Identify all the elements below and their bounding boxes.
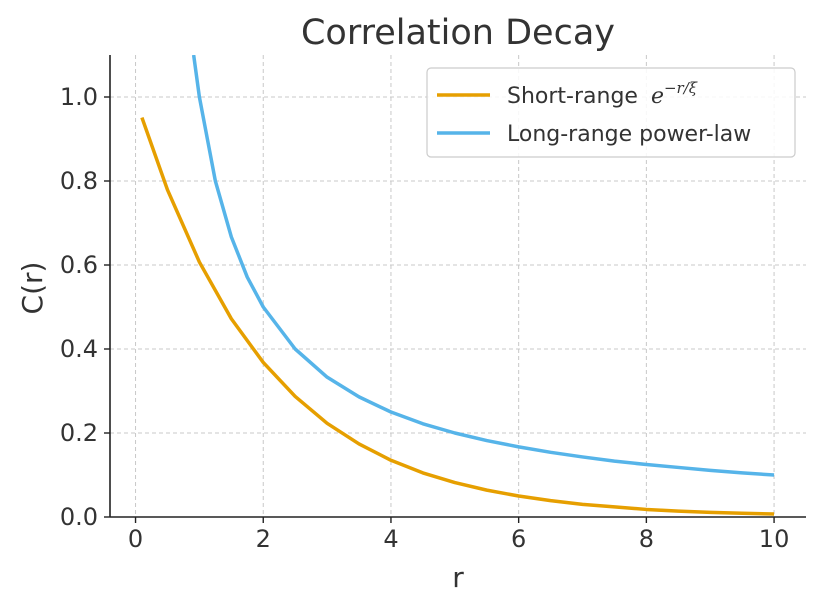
series-layer xyxy=(140,55,775,516)
x-axis-label: r xyxy=(452,561,464,594)
x-ticks: 0 2 4 6 8 10 xyxy=(128,517,789,553)
legend-label-long-range: Long-range power-law xyxy=(507,122,751,147)
series-line-1 xyxy=(191,55,775,477)
x-tick-label-0: 0 xyxy=(128,525,143,553)
x-tick-label-2: 4 xyxy=(383,525,398,553)
legend-box xyxy=(426,67,796,158)
x-tick-label-3: 6 xyxy=(511,525,526,553)
axes xyxy=(109,55,806,518)
y-tick-label-5: 1.0 xyxy=(60,83,98,111)
y-tick-label-1: 0.2 xyxy=(60,419,98,447)
x-tick-label-4: 8 xyxy=(639,525,654,553)
legend-label-short-range-name: Short-range xyxy=(507,84,638,109)
y-tick-label-2: 0.4 xyxy=(60,335,98,363)
y-tick-label-3: 0.6 xyxy=(60,251,98,279)
series-line-0 xyxy=(140,116,775,516)
chart-title: Correlation Decay xyxy=(301,13,615,53)
y-ticks: 0.0 0.2 0.4 0.6 0.8 1.0 xyxy=(60,83,110,531)
x-tick-label-5: 10 xyxy=(759,525,790,553)
y-axis-label: C(r) xyxy=(16,262,49,315)
y-tick-label-4: 0.8 xyxy=(60,167,98,195)
x-tick-label-1: 2 xyxy=(256,525,271,553)
legend: Short-range e−r/ξ Long-range power-law xyxy=(426,67,796,158)
legend-label-short-range-exponent: −r/ξ xyxy=(664,79,698,97)
y-tick-label-0: 0.0 xyxy=(60,503,98,531)
legend-label-short-range: Short-range e−r/ξ xyxy=(507,79,698,109)
